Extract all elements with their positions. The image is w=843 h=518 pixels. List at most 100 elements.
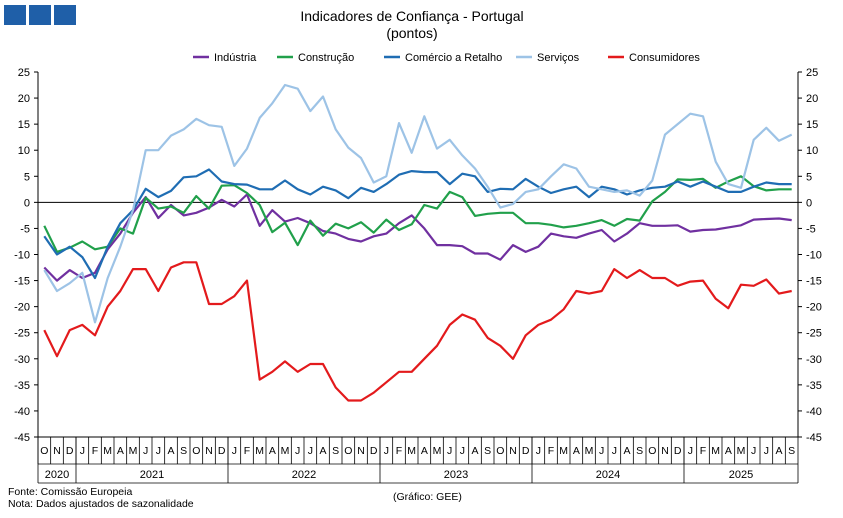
- x-month-label: J: [447, 445, 452, 457]
- x-month-label: M: [255, 445, 264, 457]
- x-month-label: D: [522, 445, 530, 457]
- x-month-label: F: [548, 445, 554, 457]
- x-year-label: 2022: [292, 469, 316, 481]
- y-tick-label-right: -30: [806, 354, 822, 366]
- x-month-label: J: [599, 445, 604, 457]
- series-line-4: [43, 261, 792, 402]
- x-month-label: M: [103, 445, 112, 457]
- x-month-label: A: [319, 445, 326, 457]
- y-tick-label-right: -25: [806, 328, 822, 340]
- axes: 25 25 20 20 15 15 10 10 5 5 0 0 -5 -5 -10 -10 -15 -15 -20 -…: [14, 67, 822, 444]
- y-tick-label-left: -35: [14, 380, 30, 392]
- series-line-3: [43, 83, 793, 324]
- x-month-label: O: [192, 445, 200, 457]
- series-line-1: [43, 175, 792, 253]
- y-tick-label-left: -10: [14, 250, 30, 262]
- y-tick-label-left: 20: [18, 93, 30, 105]
- x-month-label: D: [66, 445, 74, 457]
- chart-subtitle: (pontos): [386, 25, 437, 41]
- x-month-label: S: [788, 445, 795, 457]
- logo: [4, 5, 76, 25]
- x-month-label: A: [421, 445, 428, 457]
- y-tick-label-right: 0: [806, 197, 812, 209]
- source-note: Fonte: Comissão Europeia: [8, 486, 133, 498]
- x-month-label: F: [244, 445, 250, 457]
- x-month-label: D: [370, 445, 378, 457]
- legend-label: Consumidores: [629, 52, 700, 64]
- x-month-label: O: [648, 445, 656, 457]
- y-tick-label-right: 20: [806, 93, 818, 105]
- legend-label: Construção: [298, 52, 354, 64]
- series-line-2: [43, 168, 792, 280]
- x-month-label: A: [471, 445, 478, 457]
- x-month-label: N: [205, 445, 213, 457]
- x-month-label: M: [559, 445, 568, 457]
- legend-label: Indústria: [214, 52, 257, 64]
- x-month-label: J: [308, 445, 313, 457]
- x-month-label: J: [751, 445, 756, 457]
- x-month-label: O: [40, 445, 48, 457]
- x-month-label: M: [711, 445, 720, 457]
- x-month-label: N: [53, 445, 61, 457]
- x-year-label: 2021: [140, 469, 164, 481]
- x-month-label: J: [384, 445, 389, 457]
- y-tick-label-left: -5: [20, 223, 30, 235]
- x-month-label: J: [156, 445, 161, 457]
- x-month-label: A: [573, 445, 580, 457]
- y-tick-label-left: -45: [14, 432, 30, 444]
- x-month-label: M: [281, 445, 290, 457]
- x-month-label: A: [167, 445, 174, 457]
- x-year-label: 2024: [596, 469, 620, 481]
- x-month-label: M: [737, 445, 746, 457]
- x-month-label: J: [80, 445, 85, 457]
- x-month-label: A: [725, 445, 732, 457]
- series-lines: [43, 83, 793, 402]
- y-tick-label-right: 10: [806, 145, 818, 157]
- x-month-label: F: [396, 445, 402, 457]
- x-month-label: J: [460, 445, 465, 457]
- y-tick-label-left: 25: [18, 67, 30, 79]
- logo-square: [54, 5, 76, 25]
- legend: Indústria Construção Comércio a Retalho Ser…: [193, 52, 700, 64]
- y-tick-label-left: 0: [24, 197, 30, 209]
- y-tick-label-right: 5: [806, 171, 812, 183]
- y-tick-label-left: -20: [14, 302, 30, 314]
- x-month-label: O: [496, 445, 504, 457]
- x-month-label: F: [92, 445, 98, 457]
- y-tick-label-right: 15: [806, 119, 818, 131]
- y-tick-label-right: -45: [806, 432, 822, 444]
- y-tick-label-right: -15: [806, 276, 822, 288]
- x-month-label: J: [612, 445, 617, 457]
- legend-label: Serviços: [537, 52, 580, 64]
- x-month-label: M: [585, 445, 594, 457]
- logo-square: [29, 5, 51, 25]
- chart-title: Indicadores de Confiança - Portugal: [300, 8, 523, 24]
- x-month-label: S: [484, 445, 491, 457]
- x-year-label: 2020: [45, 469, 69, 481]
- x-month-label: J: [232, 445, 237, 457]
- x-month-label: A: [623, 445, 630, 457]
- adjustment-note: Nota: Dados ajustados de sazonalidade: [8, 498, 194, 510]
- y-tick-label-left: 5: [24, 171, 30, 183]
- y-tick-label-right: -40: [806, 406, 822, 418]
- x-month-label: J: [688, 445, 693, 457]
- x-month-label: N: [357, 445, 365, 457]
- y-tick-label-right: -20: [806, 302, 822, 314]
- y-tick-label-right: -10: [806, 250, 822, 262]
- y-tick-label-right: -35: [806, 380, 822, 392]
- y-tick-label-left: 15: [18, 119, 30, 131]
- x-month-label: J: [536, 445, 541, 457]
- x-month-label: J: [143, 445, 148, 457]
- x-month-label: D: [674, 445, 682, 457]
- y-tick-label-left: 10: [18, 145, 30, 157]
- legend-label: Comércio a Retalho: [405, 52, 502, 64]
- x-month-label: S: [180, 445, 187, 457]
- x-month-label: D: [218, 445, 226, 457]
- x-month-label: A: [269, 445, 276, 457]
- x-month-label: N: [661, 445, 669, 457]
- y-tick-label-right: 25: [806, 67, 818, 79]
- x-year-label: 2025: [729, 469, 753, 481]
- y-tick-label-left: -15: [14, 276, 30, 288]
